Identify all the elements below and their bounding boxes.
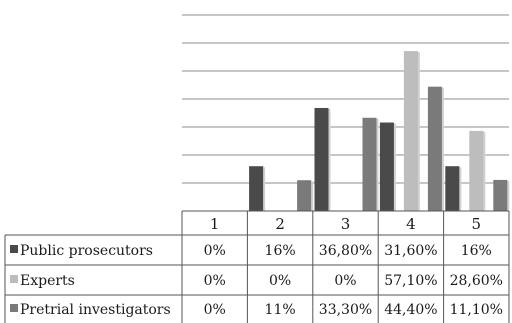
category-label: 4 — [406, 215, 416, 233]
category-label: 2 — [275, 215, 285, 233]
legend-key — [10, 304, 18, 312]
bar — [445, 166, 460, 211]
data-label: 44,40% — [384, 302, 437, 318]
data-label: 11% — [265, 302, 296, 318]
data-label: 31,60% — [384, 243, 437, 259]
data-label: 33,30% — [319, 302, 372, 318]
data-label: 11,10% — [450, 302, 503, 318]
data-label: 28,60% — [450, 273, 503, 289]
data-label: 57,10% — [384, 273, 437, 289]
bar — [469, 130, 484, 211]
data-label: 0% — [204, 302, 226, 318]
bar — [427, 86, 442, 211]
series-name: Public prosecutors — [20, 243, 153, 259]
gridlines — [182, 14, 509, 184]
bar — [493, 179, 508, 211]
data-label: 36,80% — [319, 243, 372, 259]
legend-key — [10, 245, 18, 253]
category-label: 3 — [341, 215, 351, 233]
bar — [314, 107, 329, 211]
bar — [249, 166, 264, 211]
data-label: 16% — [265, 243, 296, 259]
data-label: 16% — [461, 243, 492, 259]
data-label: 0% — [204, 243, 226, 259]
category-label: 1 — [210, 215, 220, 233]
category-label: 5 — [472, 215, 482, 233]
series-name: Experts — [20, 273, 75, 289]
data-table: 1 2 3 4 5 Public prosecutors 0% 16% 36,80% 31,60%… — [4, 210, 510, 323]
data-label: 0% — [269, 273, 291, 289]
bar — [379, 122, 394, 211]
bar — [403, 51, 418, 212]
bars — [249, 51, 510, 212]
legend-key — [10, 275, 18, 283]
bar — [297, 180, 312, 211]
bar — [362, 117, 377, 211]
data-label: 0% — [204, 273, 226, 289]
data-label: 0% — [334, 273, 356, 289]
series-name: Pretrial investigators — [20, 302, 171, 318]
